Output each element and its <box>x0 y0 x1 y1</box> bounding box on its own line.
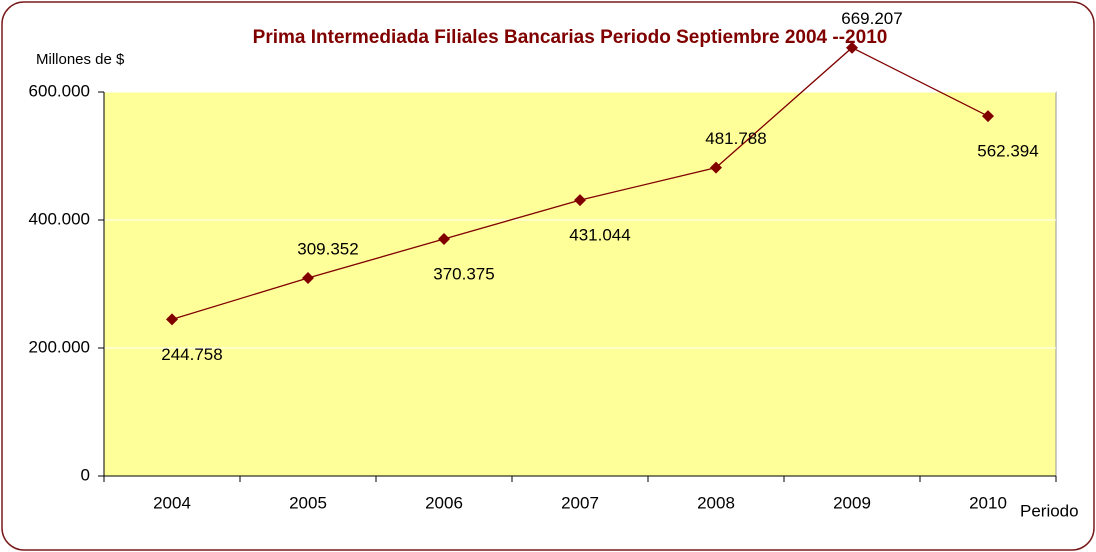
data-label: 244.758 <box>161 345 222 364</box>
y-tick-label: 0 <box>81 465 90 484</box>
chart-title: Prima Intermediada Filiales Bancarias Pe… <box>253 27 888 48</box>
y-axis-title: Millones de $ <box>36 51 125 68</box>
y-tick-label: 200.000 <box>29 337 90 356</box>
data-label: 370.375 <box>433 264 494 283</box>
data-label: 431.044 <box>569 226 630 245</box>
x-tick-label: 2004 <box>153 493 191 512</box>
x-tick-label: 2010 <box>969 493 1007 512</box>
marker <box>574 194 586 207</box>
x-tick-label: 2006 <box>425 493 463 512</box>
data-label: 669.207 <box>841 9 902 28</box>
data-label: 309.352 <box>297 239 358 258</box>
x-tick-label: 2009 <box>833 493 871 512</box>
y-tick-label: 600.000 <box>29 81 90 100</box>
marker <box>710 161 722 174</box>
marker <box>302 272 314 285</box>
marker <box>982 110 994 123</box>
data-label: 562.394 <box>977 142 1038 161</box>
plot-area <box>103 91 1057 477</box>
data-label: 481.788 <box>705 129 766 148</box>
marker <box>166 313 178 326</box>
x-axis-title: Periodo <box>1020 501 1079 520</box>
x-tick-label: 2007 <box>561 493 599 512</box>
x-tick-label: 2008 <box>697 493 735 512</box>
marker <box>846 41 858 54</box>
x-tick-label: 2005 <box>289 493 327 512</box>
y-tick-label: 400.000 <box>29 209 90 228</box>
marker <box>438 232 450 245</box>
